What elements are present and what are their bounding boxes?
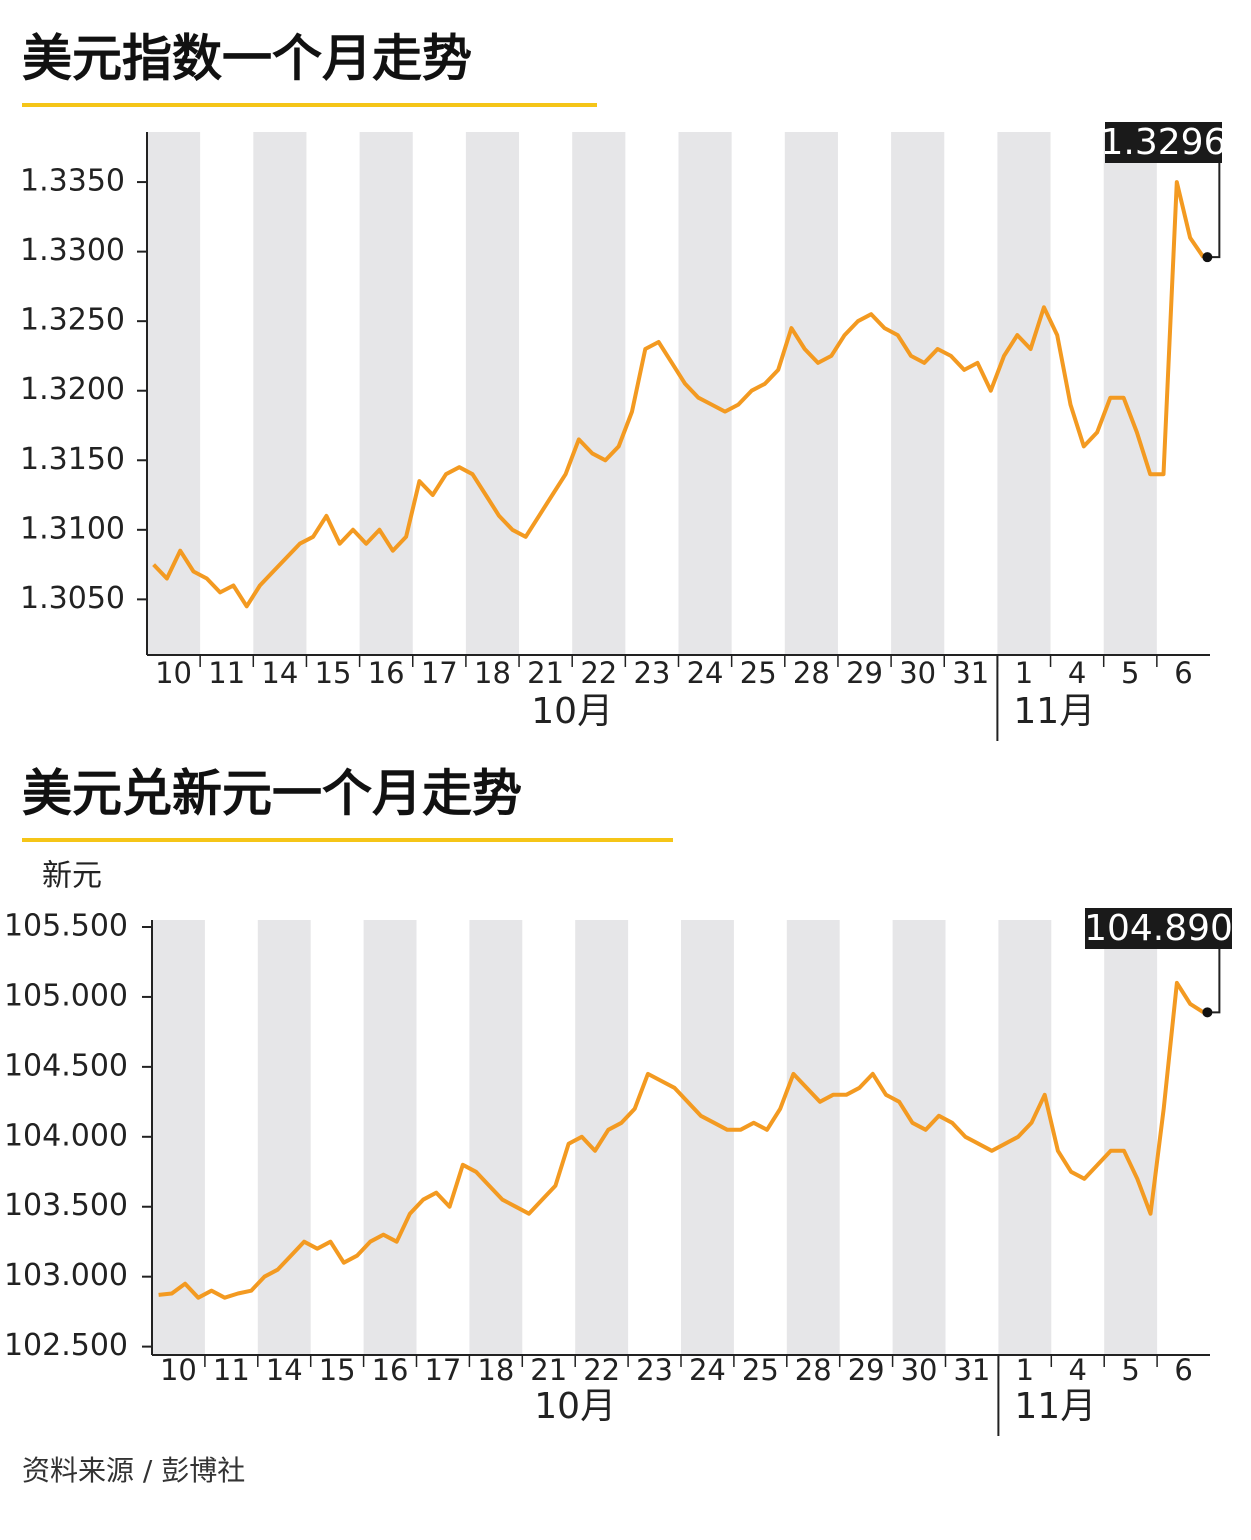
x-tick-label: 28: [793, 656, 830, 690]
day-shade: [253, 132, 307, 655]
x-tick-label: 15: [315, 656, 352, 690]
chart-title: 美元指数一个月走势: [22, 30, 472, 88]
day-shade: [998, 920, 1052, 1355]
x-tick-label: 1: [1015, 656, 1033, 690]
chart-title: 美元兑新元一个月走势: [22, 765, 522, 823]
y-tick-label: 102.500: [4, 1328, 128, 1363]
day-shade: [1103, 132, 1157, 655]
day-shade: [784, 132, 838, 655]
x-tick-label: 25: [742, 1353, 779, 1387]
title-underline: [22, 103, 597, 107]
x-tick-label: 4: [1069, 1353, 1087, 1387]
x-tick-label: 16: [368, 656, 405, 690]
day-shade: [681, 920, 734, 1355]
x-tick-label: 28: [795, 1353, 832, 1387]
x-tick-label: 31: [952, 656, 989, 690]
x-tick-label: 14: [261, 656, 298, 690]
title-underline: [22, 838, 673, 842]
day-shade: [363, 920, 417, 1355]
annotation-label: 104.890: [1084, 908, 1233, 949]
x-tick-label: 25: [740, 656, 777, 690]
x-tick-label: 23: [636, 1353, 673, 1387]
y-tick-label: 103.500: [4, 1188, 128, 1223]
price-line: [158, 980, 1205, 1300]
x-tick-label: 29: [848, 1353, 885, 1387]
x-tick-label: 24: [687, 656, 724, 690]
y-tick-label: 104.500: [4, 1048, 128, 1083]
x-tick-label: 6: [1174, 1353, 1192, 1387]
day-shade: [997, 132, 1051, 655]
x-tick-label: 4: [1068, 656, 1086, 690]
month-label: 11月: [1013, 691, 1095, 732]
y-tick-label: 1.3150: [20, 442, 125, 477]
day-shade: [465, 132, 520, 655]
y-tick-label: 1.3200: [20, 372, 125, 407]
y-tick-label: 1.3250: [20, 303, 125, 338]
day-shade: [257, 920, 311, 1355]
x-tick-label: 5: [1121, 1353, 1139, 1387]
x-tick-label: 21: [530, 1353, 567, 1387]
x-tick-label: 29: [846, 656, 883, 690]
annotation-label: 1.3296: [1101, 122, 1227, 163]
x-tick-label: 30: [899, 656, 936, 690]
end-dot: [1202, 252, 1213, 263]
end-dot: [1202, 1007, 1213, 1018]
x-tick-label: 23: [633, 656, 670, 690]
x-tick-label: 17: [424, 1353, 461, 1387]
x-tick-label: 17: [421, 656, 458, 690]
x-tick-label: 11: [213, 1353, 250, 1387]
x-tick-label: 15: [319, 1353, 356, 1387]
y-tick-label: 1.3100: [20, 511, 125, 546]
price-line: [152, 180, 1206, 609]
x-tick-label: 30: [901, 1353, 938, 1387]
day-shade: [892, 920, 946, 1355]
x-tick-label: 11: [208, 656, 245, 690]
x-tick-label: 24: [689, 1353, 726, 1387]
y-tick-label: 105.000: [4, 978, 128, 1013]
x-tick-label: 22: [580, 656, 617, 690]
day-shade: [1104, 920, 1158, 1355]
y-tick-label: 1.3300: [20, 233, 125, 268]
x-tick-label: 5: [1121, 656, 1139, 690]
day-shade: [891, 132, 945, 655]
x-tick-label: 10: [160, 1353, 197, 1387]
annotation-box: [1105, 122, 1222, 163]
day-shade: [147, 132, 201, 655]
y-tick-label: 105.500: [4, 908, 128, 943]
source: 资料来源 / 彭博社: [22, 1454, 245, 1487]
x-tick-label: 16: [372, 1353, 409, 1387]
day-shade: [152, 920, 205, 1355]
x-tick-label: 31: [953, 1353, 990, 1387]
day-shade: [678, 132, 732, 655]
day-shade: [786, 920, 840, 1355]
annotation-box: [1085, 908, 1232, 949]
annotation-connector: [1207, 948, 1221, 1014]
x-tick-label: 18: [477, 1353, 514, 1387]
x-tick-label: 1: [1016, 1353, 1034, 1387]
y-tick-label: 1.3350: [20, 164, 125, 199]
x-tick-label: 22: [583, 1353, 620, 1387]
day-shade: [359, 132, 413, 655]
day-shade: [572, 132, 626, 655]
x-tick-label: 18: [474, 656, 511, 690]
x-tick-label: 6: [1174, 656, 1192, 690]
x-tick-label: 21: [527, 656, 564, 690]
y-tick-label: 1.3050: [20, 581, 125, 616]
y-tick-label: 103.000: [4, 1258, 128, 1293]
y-tick-label: 104.000: [4, 1118, 128, 1153]
month-label: 10月: [534, 1386, 616, 1427]
month-label: 11月: [1014, 1386, 1096, 1427]
y-axis-label: 新元: [42, 859, 102, 894]
x-tick-label: 10: [155, 656, 192, 690]
annotation-connector: [1207, 162, 1221, 259]
month-label: 10月: [531, 691, 613, 732]
x-tick-label: 14: [266, 1353, 303, 1387]
day-shade: [469, 920, 523, 1355]
